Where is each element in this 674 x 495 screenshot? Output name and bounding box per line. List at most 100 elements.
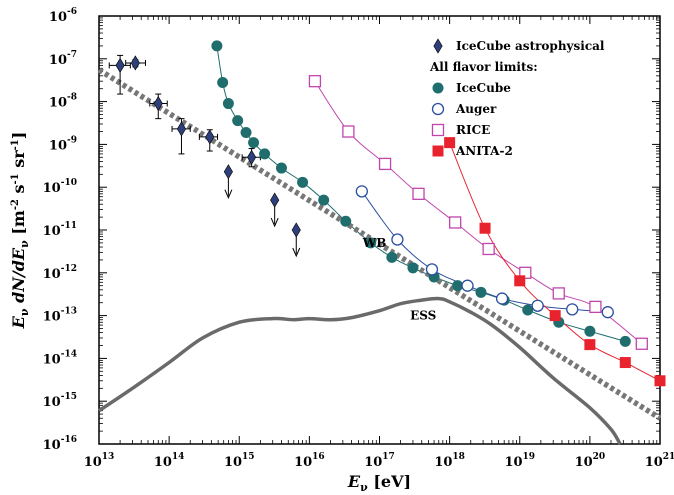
diamond-marker xyxy=(223,164,233,180)
diamond-marker xyxy=(205,129,215,145)
icecube-point xyxy=(522,304,534,316)
icecube-point xyxy=(275,162,287,174)
diamond-marker xyxy=(130,55,140,71)
annotation-ess: ESS xyxy=(410,309,436,323)
anita-2-point xyxy=(549,310,561,322)
auger-point xyxy=(566,303,579,316)
legend-entry: ANITA-2 xyxy=(432,144,513,158)
icecube-astro-point xyxy=(125,55,146,71)
anita-2-point xyxy=(514,275,526,287)
icecube-point xyxy=(452,280,464,292)
rice-point xyxy=(589,300,602,314)
y-tick-label: 10-9 xyxy=(49,135,77,153)
annotations: WB ESS xyxy=(362,236,437,323)
x-tick-label: 1017 xyxy=(364,452,395,470)
auger-point xyxy=(425,263,439,276)
icecube-point xyxy=(584,325,596,337)
icecube-point xyxy=(217,76,229,88)
diamond-marker xyxy=(270,192,280,208)
legend-marker xyxy=(432,82,444,94)
legend-label: IceCube xyxy=(456,81,511,95)
legend-entry: RICE xyxy=(431,123,490,137)
anita-2-point xyxy=(654,375,666,387)
anita-2-point xyxy=(444,137,456,149)
x-tick-label: 1018 xyxy=(434,452,465,470)
anita-2-point xyxy=(619,357,631,369)
icecube-astro-upper-limit xyxy=(291,222,301,258)
y-tick-label: 10-12 xyxy=(43,264,77,282)
limit-arrow-head xyxy=(224,189,233,199)
icecube-point xyxy=(365,237,377,249)
ess-curve xyxy=(98,296,622,445)
legend-entry: IceCube xyxy=(432,81,511,95)
y-tick-label: 10-6 xyxy=(49,7,77,25)
legend-marker xyxy=(432,145,444,157)
limit-arrow-head xyxy=(270,217,279,228)
x-tick-label: 1014 xyxy=(154,452,185,470)
y-tick-label: 10-16 xyxy=(43,435,77,453)
diamond-marker xyxy=(153,95,163,112)
auger-point xyxy=(601,306,614,319)
icecube-astro-upper-limit xyxy=(270,192,280,228)
y-tick-label: 10-7 xyxy=(49,50,77,68)
rice-point xyxy=(378,157,392,171)
icecube-astro-point xyxy=(241,148,261,168)
x-tick-label: 1021 xyxy=(645,452,674,470)
annotation-wb: WB xyxy=(362,236,387,250)
legend-label: ANITA-2 xyxy=(455,144,513,158)
legend-label: IceCube astrophysical xyxy=(456,39,605,53)
y-axis-label: Eν dN/dEν [m-2 s-1 sr-1] xyxy=(9,132,31,330)
icecube-point xyxy=(211,40,223,52)
legend-entry: All flavor limits: xyxy=(429,60,538,74)
legend-marker xyxy=(431,102,445,116)
anita-2-point xyxy=(584,339,596,351)
rice-point xyxy=(635,337,648,350)
auger-point xyxy=(461,279,474,292)
legend-label: Auger xyxy=(455,102,497,116)
icecube-astro-upper-limit xyxy=(223,164,233,199)
y-tick-label: 10-15 xyxy=(43,392,77,410)
y-tick-label: 10-10 xyxy=(43,178,77,196)
diamond-marker xyxy=(115,57,125,74)
icecube-point xyxy=(475,286,487,298)
legend-marker xyxy=(433,38,443,54)
icecube-point xyxy=(619,335,631,347)
rice-point xyxy=(519,266,532,279)
legend-label: RICE xyxy=(456,123,490,137)
legend-entry: IceCube astrophysical xyxy=(433,38,605,54)
axis-labels: Eν [eV] Eν dN/dEν [m-2 s-1 sr-1] xyxy=(9,132,411,494)
legend-entry: Auger xyxy=(431,102,497,116)
auger-point xyxy=(391,233,404,246)
icecube-point xyxy=(259,148,271,160)
auger-point xyxy=(495,292,509,305)
auger-point xyxy=(531,299,544,312)
icecube-point xyxy=(222,98,234,110)
rice-point xyxy=(552,287,565,300)
icecube-point xyxy=(297,176,309,188)
icecube-astro-point xyxy=(171,118,191,155)
x-tick-label: 1020 xyxy=(575,452,606,470)
x-tick-label: 1015 xyxy=(224,452,255,470)
plot-frame xyxy=(98,15,661,445)
icecube-point xyxy=(240,126,252,138)
icecube-point xyxy=(407,262,419,274)
rice-line xyxy=(314,80,643,345)
wb-dashed-line xyxy=(97,67,662,421)
legend: IceCube astrophysical All flavor limits: I… xyxy=(429,38,605,158)
icecube-astro-point xyxy=(108,54,131,95)
icecube-point xyxy=(248,137,260,149)
diamond-marker xyxy=(291,222,301,238)
rice-point xyxy=(308,75,322,88)
y-tick-label: 10-11 xyxy=(43,221,77,239)
plot-markers xyxy=(108,40,666,387)
x-tick-label: 1013 xyxy=(84,452,115,470)
y-tick-label: 10-14 xyxy=(43,349,77,367)
auger-point xyxy=(355,185,368,198)
icecube-point xyxy=(340,215,352,227)
legend-marker xyxy=(431,123,445,137)
rice-point xyxy=(482,242,495,256)
x-axis-label: Eν [eV] xyxy=(347,472,411,494)
rice-point xyxy=(449,216,462,229)
y-tick-label: 10-13 xyxy=(43,307,77,325)
